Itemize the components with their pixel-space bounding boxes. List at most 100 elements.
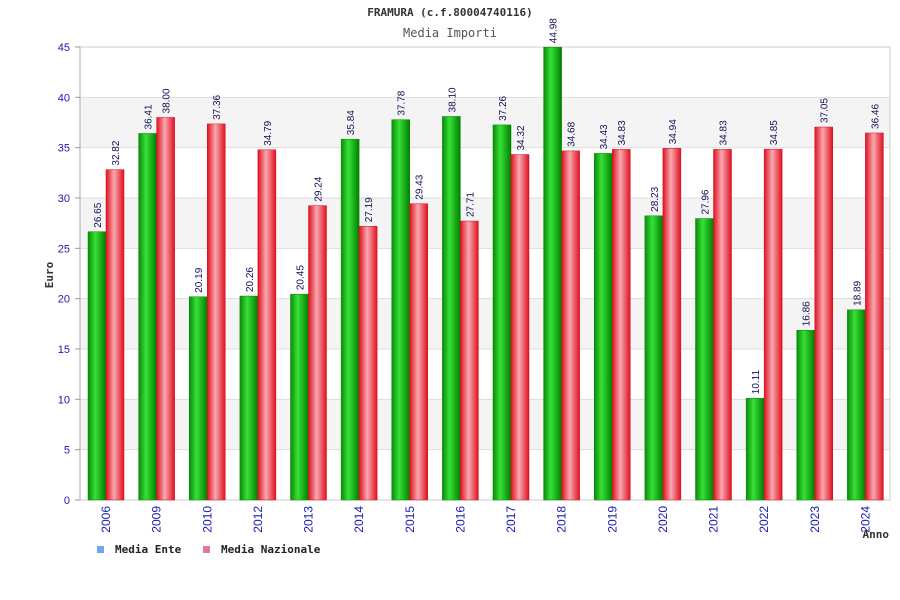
data-label-media-ente-2019: 34.43 <box>599 124 610 149</box>
y-tick-label: 30 <box>58 193 70 205</box>
bar-media-ente-2006 <box>87 231 107 501</box>
data-label-media-ente-2018: 44.98 <box>549 18 560 43</box>
legend-swatch-media-nazionale <box>203 546 210 553</box>
y-tick-label: 25 <box>58 243 70 255</box>
x-tick-label: 2018 <box>555 506 569 533</box>
x-tick-label: 2012 <box>251 506 265 533</box>
x-tick-label: 2015 <box>403 506 417 533</box>
data-label-media-nazionale-2023: 37.05 <box>820 98 831 123</box>
data-label-media-nazionale-2012: 34.79 <box>263 120 274 145</box>
bar-media-ente-2015 <box>391 119 410 501</box>
bar-media-nazionale-2014 <box>358 226 378 501</box>
data-label-media-nazionale-2022: 34.85 <box>769 120 780 145</box>
bar-media-nazionale-2021 <box>713 149 732 501</box>
bar-media-ente-2023 <box>796 330 815 501</box>
y-tick-label: 5 <box>64 445 70 457</box>
data-label-media-nazionale-2021: 34.83 <box>719 120 730 145</box>
x-tick-label: 2019 <box>605 506 619 533</box>
data-label-media-nazionale-2014: 27.19 <box>364 197 375 222</box>
data-label-media-ente-2017: 37.26 <box>498 95 509 120</box>
x-tick-label: 2021 <box>707 506 721 533</box>
data-label-media-ente-2022: 10.11 <box>751 370 762 395</box>
bar-media-nazionale-2013 <box>308 205 327 501</box>
x-tick-label: 2023 <box>808 506 822 533</box>
chart-title: FRAMURA (c.f.80004740116) <box>367 6 533 19</box>
data-label-media-nazionale-2018: 34.68 <box>567 121 578 146</box>
x-axis-ticks: 2006 2009 2010 2012 2013 2014 2015 2016 2017 2018… <box>99 506 872 533</box>
bar-media-nazionale-2009 <box>156 117 175 501</box>
x-tick-label: 2020 <box>656 506 670 533</box>
bar-media-nazionale-2017 <box>510 154 530 501</box>
y-tick-label: 45 <box>58 42 70 54</box>
data-label-media-ente-2021: 27.96 <box>701 189 712 214</box>
bar-media-nazionale-2024 <box>865 132 884 501</box>
y-tick-label: 10 <box>58 394 70 406</box>
data-label-media-ente-2016: 38.10 <box>447 87 458 112</box>
data-label-media-nazionale-2015: 29.43 <box>415 174 426 199</box>
legend-swatch-media-ente <box>97 546 104 553</box>
legend: Media Ente Media Nazionale <box>97 543 321 556</box>
data-label-media-nazionale-2016: 27.71 <box>465 192 476 217</box>
x-tick-label: 2022 <box>757 506 771 533</box>
data-label-media-ente-2009: 36.41 <box>144 104 155 129</box>
bar-media-ente-2017 <box>492 124 512 501</box>
bar-media-ente-2020 <box>644 215 664 501</box>
y-axis-title: Euro <box>43 261 56 288</box>
data-label-media-ente-2012: 20.26 <box>245 267 256 292</box>
bar-media-nazionale-2015 <box>409 203 428 501</box>
bar-media-nazionale-2019 <box>612 149 631 501</box>
data-label-media-nazionale-2024: 36.46 <box>870 104 881 129</box>
data-label-media-nazionale-2017: 34.32 <box>516 125 527 150</box>
y-tick-label: 15 <box>58 344 70 356</box>
bar-media-nazionale-2012 <box>257 149 277 501</box>
bars <box>87 46 884 501</box>
data-label-media-nazionale-2019: 34.83 <box>617 120 628 145</box>
bar-media-ente-2016 <box>442 116 461 501</box>
y-tick-label: 0 <box>64 495 70 507</box>
bar-media-ente-2013 <box>290 293 309 501</box>
bar-media-nazionale-2016 <box>460 220 479 501</box>
bar-media-nazionale-2006 <box>105 169 125 501</box>
bar-media-ente-2022 <box>745 397 765 501</box>
data-label-media-nazionale-2020: 34.94 <box>668 119 679 144</box>
data-label-media-nazionale-2013: 29.24 <box>314 176 325 201</box>
bar-media-ente-2009 <box>138 133 157 501</box>
bar-media-nazionale-2018 <box>561 150 580 501</box>
bar-media-ente-2021 <box>695 218 714 501</box>
data-labels: 26.65 32.82 36.41 38.00 20.19 37.36 20.26 34.79… <box>93 18 881 394</box>
bar-media-nazionale-2023 <box>814 126 833 501</box>
bar-media-nazionale-2010 <box>207 123 226 501</box>
chart-subtitle: Media Importi <box>403 26 497 40</box>
y-tick-label: 20 <box>58 294 70 306</box>
y-axis-ticks: 0 5 10 15 20 25 30 35 40 45 <box>58 42 80 507</box>
data-label-media-ente-2020: 28.23 <box>650 186 661 211</box>
data-label-media-ente-2013: 20.45 <box>296 265 307 290</box>
x-tick-label: 2016 <box>453 506 467 533</box>
data-label-media-nazionale-2009: 38.00 <box>162 88 173 113</box>
data-label-media-ente-2010: 20.19 <box>194 267 205 292</box>
x-tick-label: 2006 <box>99 506 113 533</box>
bar-media-nazionale-2020 <box>662 148 682 501</box>
bar-media-ente-2018 <box>543 46 562 501</box>
x-axis-title: Anno <box>863 528 890 541</box>
bar-media-nazionale-2022 <box>763 148 783 501</box>
x-tick-label: 2013 <box>302 506 316 533</box>
x-tick-label: 2009 <box>150 506 164 533</box>
bar-media-ente-2010 <box>189 296 208 501</box>
bar-media-ente-2019 <box>594 153 613 501</box>
x-tick-label: 2024 <box>858 506 872 533</box>
legend-label-media-ente: Media Ente <box>115 543 182 556</box>
x-tick-label: 2017 <box>504 506 518 533</box>
data-label-media-ente-2023: 16.86 <box>802 301 813 326</box>
data-label-media-ente-2014: 35.84 <box>346 110 357 135</box>
bar-media-ente-2024 <box>847 309 866 501</box>
data-label-media-nazionale-2006: 32.82 <box>111 140 122 165</box>
bar-media-ente-2014 <box>340 138 360 501</box>
legend-label-media-nazionale: Media Nazionale <box>221 543 321 556</box>
data-label-media-ente-2024: 18.89 <box>852 280 863 305</box>
data-label-media-nazionale-2010: 37.36 <box>212 94 223 119</box>
x-tick-label: 2010 <box>200 506 214 533</box>
data-label-media-ente-2006: 26.65 <box>93 202 104 227</box>
